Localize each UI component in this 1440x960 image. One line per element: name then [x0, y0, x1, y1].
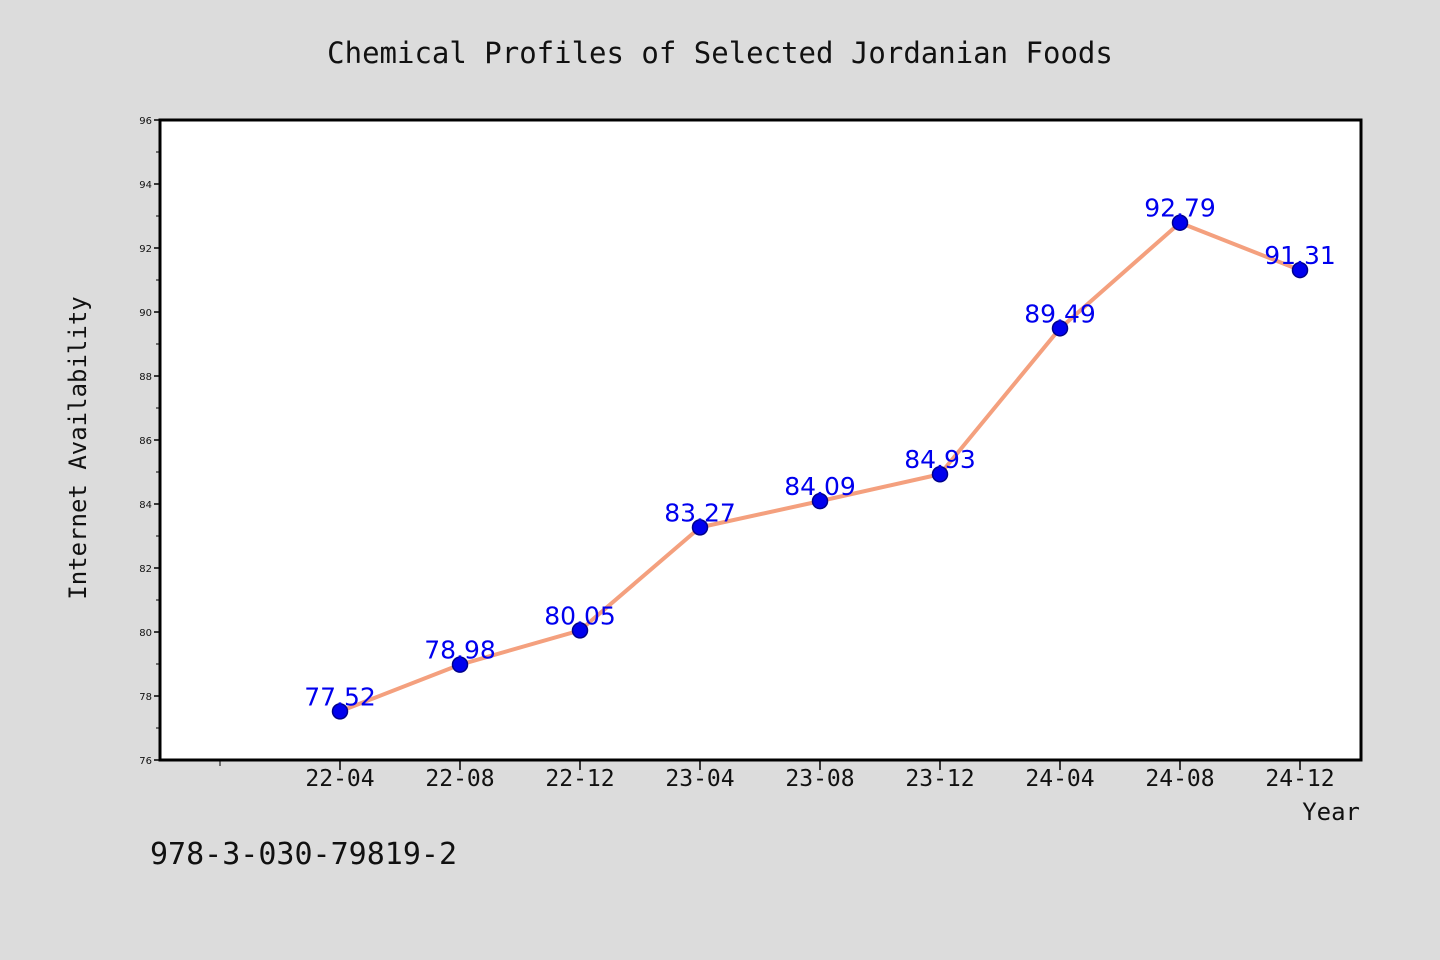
x-tick-label: 23-12	[905, 766, 974, 792]
data-label: 89.49	[1024, 299, 1096, 328]
chart-title: Chemical Profiles of Selected Jordanian …	[327, 36, 1113, 70]
y-tick-label: 78	[139, 692, 152, 703]
y-tick-label: 84	[139, 500, 152, 511]
data-point-marker	[1291, 261, 1309, 279]
y-tick-label: 92	[139, 244, 152, 255]
y-tick-label: 76	[139, 756, 152, 767]
isbn-text: 978-3-030-79819-2	[150, 837, 457, 872]
y-tick-label: 80	[139, 628, 152, 639]
data-point-marker	[451, 656, 469, 673]
y-tick-label: 88	[139, 372, 152, 383]
x-tick-label: 24-08	[1145, 766, 1214, 792]
y-axis: 76 78 80 82 84 86 88 90 92 94 96	[139, 116, 160, 767]
series-markers	[331, 214, 1309, 720]
y-tick-label: 90	[139, 308, 152, 319]
data-label: 80.05	[544, 601, 616, 630]
x-tick-label: 22-12	[545, 766, 614, 792]
plot-area	[158, 118, 1363, 762]
x-tick-label: 23-04	[665, 766, 734, 792]
y-axis-label: Internet Availability	[64, 296, 92, 599]
x-tick-label: 22-04	[305, 766, 374, 792]
y-tick-label: 96	[139, 116, 152, 127]
data-point-marker	[331, 703, 349, 720]
data-point-marker	[1171, 214, 1189, 231]
data-point-marker	[1051, 320, 1069, 337]
data-point-marker	[811, 492, 829, 510]
x-tick-label: 24-04	[1025, 766, 1094, 792]
x-axis-label: Year	[1302, 798, 1360, 826]
data-point-marker	[571, 622, 589, 639]
data-point-marker	[931, 465, 949, 483]
y-tick-label: 94	[139, 180, 152, 191]
data-label: 83.27	[664, 498, 736, 527]
data-point-marker	[691, 519, 709, 536]
data-label: 84.93	[904, 445, 976, 474]
data-labels: 77.52 78.98 80.05 83.27 84.09 84.93 89.49 92.79…	[304, 194, 1336, 712]
x-tick-label: 22-08	[425, 766, 494, 792]
x-tick-label: 24-12	[1265, 766, 1334, 792]
y-tick-label: 86	[139, 436, 152, 447]
data-label: 92.79	[1144, 194, 1216, 223]
data-label: 77.52	[304, 682, 376, 711]
data-label: 78.98	[424, 636, 496, 665]
x-axis: 22-04 22-08 22-12 23-04 23-08 23-12 24-04 24-08…	[219, 760, 1335, 792]
data-label: 84.09	[784, 472, 856, 501]
data-label: 91.31	[1264, 241, 1336, 270]
x-tick-label: 23-08	[785, 766, 854, 792]
y-tick-label: 82	[139, 564, 152, 575]
